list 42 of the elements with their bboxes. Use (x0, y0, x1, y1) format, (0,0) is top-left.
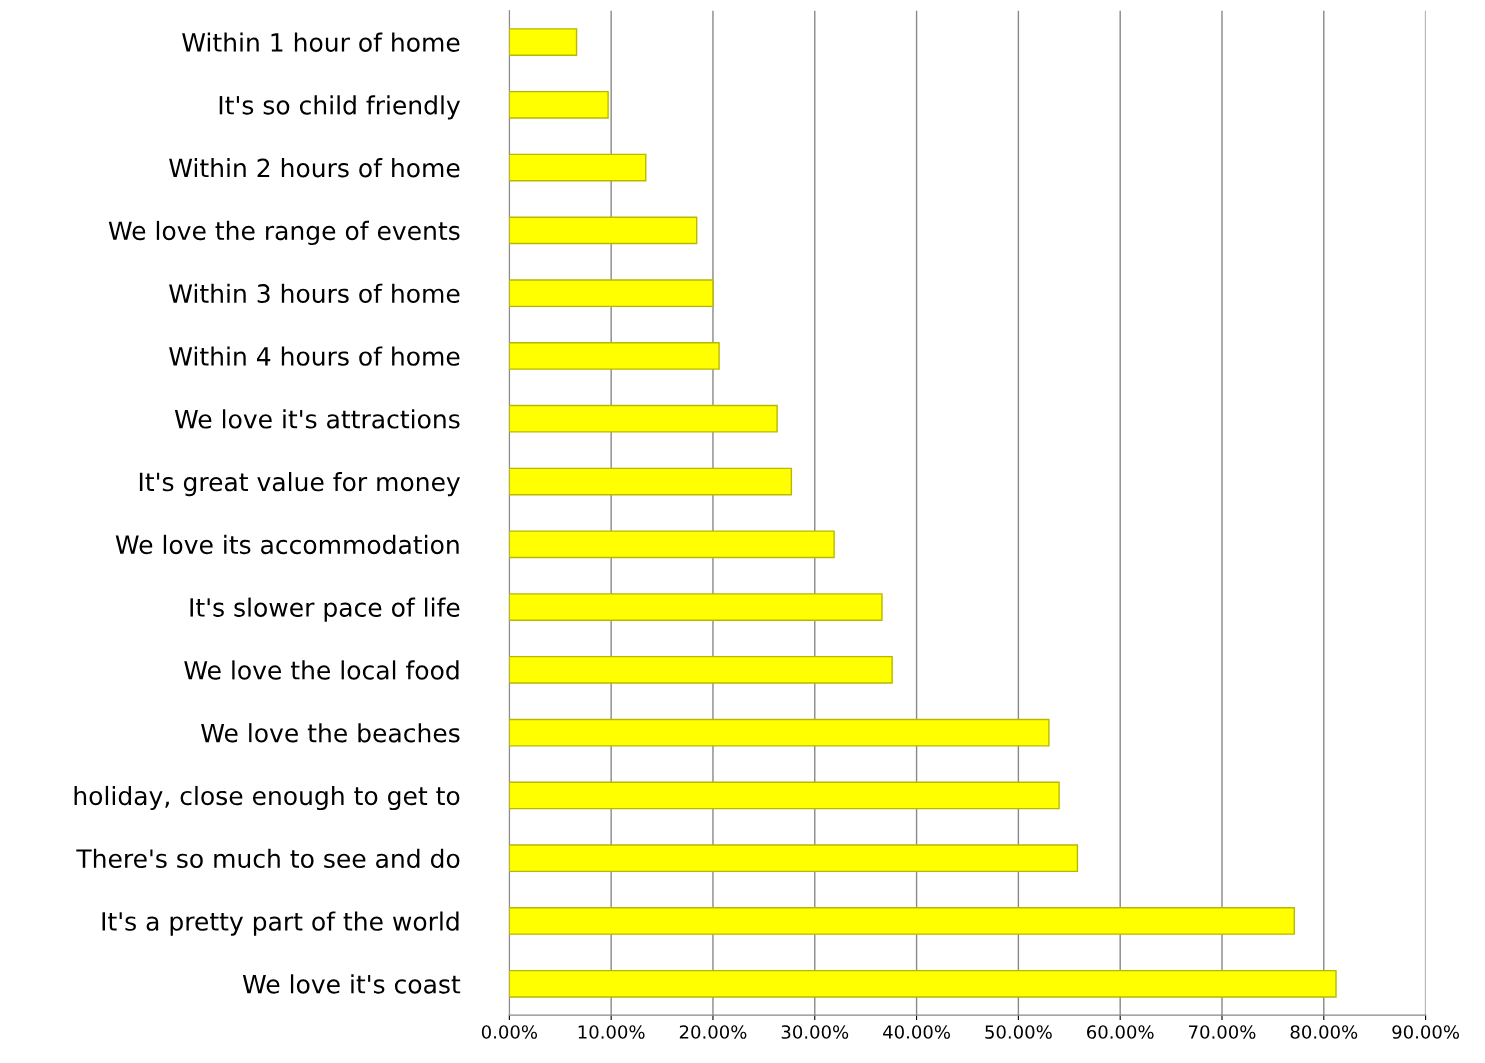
bar (509, 655, 893, 684)
y-tick-label: holiday, close enough to get to (74, 785, 460, 811)
y-tick-label: Within 2 hours of home (169, 158, 460, 178)
bar (509, 279, 714, 308)
bar (509, 153, 647, 182)
bar (509, 90, 609, 119)
x-tick-label: 50.00% (985, 1025, 1052, 1039)
x-tick-label: 80.00% (1290, 1025, 1358, 1039)
y-tick-label: It's a pretty part of the world (102, 911, 459, 936)
x-tick-label: 40.00% (883, 1025, 950, 1039)
bar (509, 530, 835, 559)
bar (509, 781, 1060, 810)
y-tick-label: We love the local food (184, 660, 459, 680)
x-tick-label: 60.00% (1087, 1025, 1154, 1039)
bar (509, 467, 793, 496)
y-tick-label: We love the range of events (108, 220, 460, 246)
x-tick-label: 90.00% (1392, 1025, 1460, 1039)
x-tick-label: 30.00% (781, 1025, 849, 1039)
y-tick-label: We love the beaches (201, 723, 460, 743)
bar (509, 216, 698, 245)
y-tick-label: It's slower pace of life (190, 597, 460, 622)
bar (509, 28, 578, 56)
bar (509, 907, 1295, 935)
y-tick-label: Within 4 hours of home (169, 346, 460, 366)
y-tick-label: Within 1 hour of home (182, 32, 460, 52)
y-tick-label: It's great value for money (139, 472, 460, 497)
bar (509, 969, 1337, 998)
y-tick-label: It's so child friendly (219, 95, 460, 120)
bar (509, 718, 1050, 747)
bar (509, 593, 883, 621)
x-tick-label: 20.00% (679, 1025, 747, 1039)
x-tick-label: 70.00% (1189, 1025, 1256, 1039)
y-tick-label: We love its accommodation (115, 534, 459, 555)
bar (509, 844, 1079, 873)
x-tick-label: 0.00% (481, 1025, 538, 1039)
x-tick-label: 10.00% (578, 1025, 645, 1039)
bar (509, 342, 720, 370)
y-tick-label: There's so much to see and do (76, 848, 460, 869)
bar (509, 404, 778, 433)
y-tick-label: Within 3 hours of home (169, 283, 460, 304)
y-tick-label: We love it's coast (242, 974, 461, 994)
y-tick-label: We love it's attractions (174, 409, 460, 429)
